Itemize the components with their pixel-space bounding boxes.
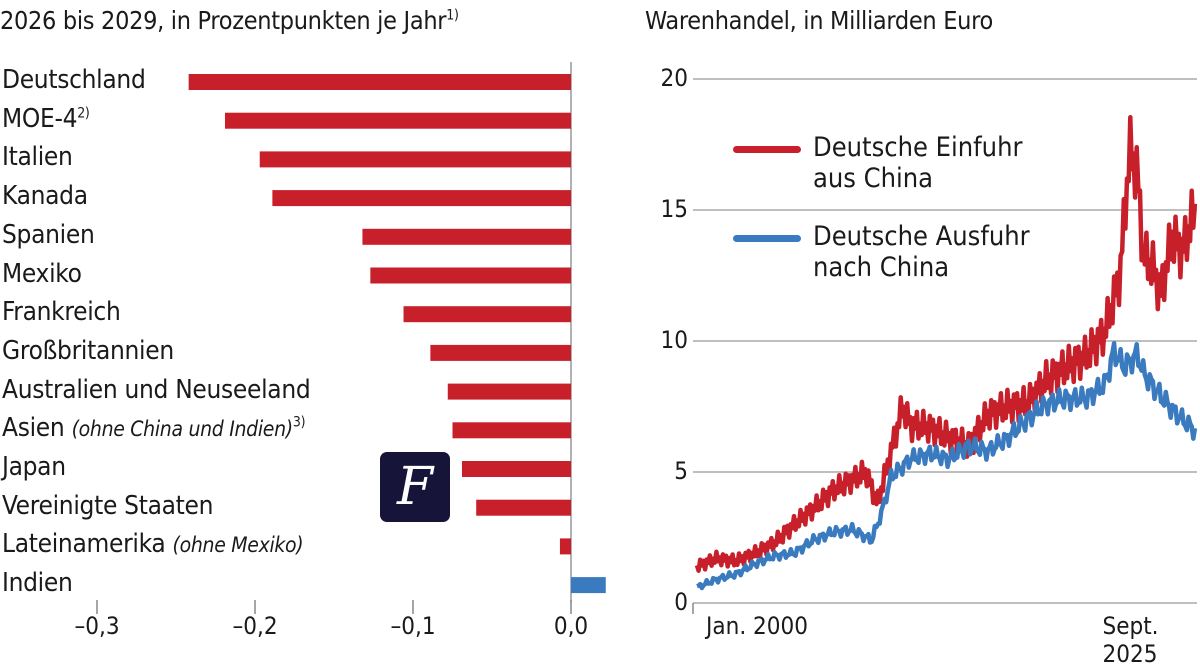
row-label: Kanada xyxy=(2,181,88,211)
legend-swatch-imports xyxy=(733,146,801,153)
bar-asien xyxy=(452,422,571,439)
bar-spanien xyxy=(362,228,571,245)
row-label: Spanien xyxy=(2,220,95,250)
country-footnote: 2) xyxy=(77,105,90,122)
row-label: Italien xyxy=(2,142,73,172)
row-label: Mexiko xyxy=(2,259,82,289)
country-name: Deutschland xyxy=(2,65,146,95)
bar-gro-britannien xyxy=(430,344,571,361)
row-label: Asien (ohne China und Indien)3) xyxy=(2,413,306,444)
bar-japan xyxy=(461,461,571,477)
line-imports-from-china xyxy=(694,115,1198,573)
row-label: Vereinigte Staaten xyxy=(2,491,213,521)
country-name: Kanada xyxy=(2,181,88,212)
legend-imports: Deutsche Einfuhr aus China xyxy=(813,132,1022,194)
country-name: MOE-4 xyxy=(2,103,78,134)
x-tick-label: –0,3 xyxy=(74,612,120,640)
bar-lateinamerika xyxy=(559,538,571,555)
bar-indien xyxy=(571,577,606,594)
row-label: MOE-42) xyxy=(2,104,90,134)
row-label: Japan xyxy=(2,452,66,482)
legend-imports-line1: Deutsche Einfuhr xyxy=(813,132,1023,163)
bar-frankreich xyxy=(403,306,571,323)
y-tick-label: 15 xyxy=(660,195,688,223)
country-name: Asien xyxy=(2,413,65,444)
x-tick-label: –0,2 xyxy=(232,612,278,640)
row-label: Indien xyxy=(2,568,73,598)
country-footnote: 3) xyxy=(292,414,306,431)
y-tick-label: 20 xyxy=(660,64,688,92)
chart-canvas xyxy=(96,62,1198,614)
legend-swatch-exports xyxy=(733,235,801,242)
row-label: Frankreich xyxy=(2,297,121,327)
country-name: Indien xyxy=(2,568,73,599)
country-note: (ohne Mexiko) xyxy=(172,533,304,558)
logo-letter: F xyxy=(396,457,434,517)
legend-imports-line2: aus China xyxy=(813,163,934,194)
bar-kanada xyxy=(272,190,571,207)
country-name: Frankreich xyxy=(2,297,121,328)
right-chart-title: Warenhandel, in Milliarden Euro xyxy=(645,6,993,35)
y-tick-label: 10 xyxy=(660,326,688,354)
y-tick-label: 0 xyxy=(674,588,688,616)
row-label: Lateinamerika (ohne Mexiko) xyxy=(2,529,304,560)
country-name: Australien und Neuseeland xyxy=(2,374,311,405)
country-name: Italien xyxy=(2,142,73,173)
x-tick-label: –0,1 xyxy=(390,612,436,640)
left-chart-title: 2026 bis 2029, in Prozentpunkten je Jahr… xyxy=(0,6,459,35)
row-label: Großbritannien xyxy=(2,336,174,366)
country-name: Spanien xyxy=(2,219,95,250)
bar-italien xyxy=(259,151,571,168)
country-name: Mexiko xyxy=(2,258,82,289)
country-note: (ohne China und Indien) xyxy=(71,417,294,442)
bar-deutschland xyxy=(188,74,571,90)
legend-exports-line2: nach China xyxy=(813,252,950,283)
country-name: Großbritannien xyxy=(2,335,174,366)
x-date-label: Jan. 2000 xyxy=(706,612,808,640)
bar-australien-und-neuseeland xyxy=(447,383,571,400)
x-tick-label: 0,0 xyxy=(553,612,589,640)
bar-mexiko xyxy=(370,267,571,284)
x-date-label: Sept. 2025 xyxy=(1102,612,1159,668)
country-name: Lateinamerika xyxy=(2,529,166,560)
legend-exports-line1: Deutsche Ausfuhr xyxy=(813,221,1030,252)
legend-exports: Deutsche Ausfuhr nach China xyxy=(813,221,1030,283)
line-exports-to-china xyxy=(696,340,1198,591)
row-label: Australien und Neuseeland xyxy=(2,374,311,405)
title-footnote: 1) xyxy=(446,7,459,24)
y-tick-label: 5 xyxy=(674,457,688,485)
country-name: Vereinigte Staaten xyxy=(2,490,214,521)
country-name: Japan xyxy=(2,452,66,482)
faz-logo: F xyxy=(380,452,450,522)
row-label: Deutschland xyxy=(2,65,146,95)
bar-moe-4 xyxy=(224,112,572,129)
left-chart-title-text: 2026 bis 2029, in Prozentpunkten je Jahr xyxy=(0,6,447,35)
bar-vereinigte-staaten xyxy=(476,499,571,516)
